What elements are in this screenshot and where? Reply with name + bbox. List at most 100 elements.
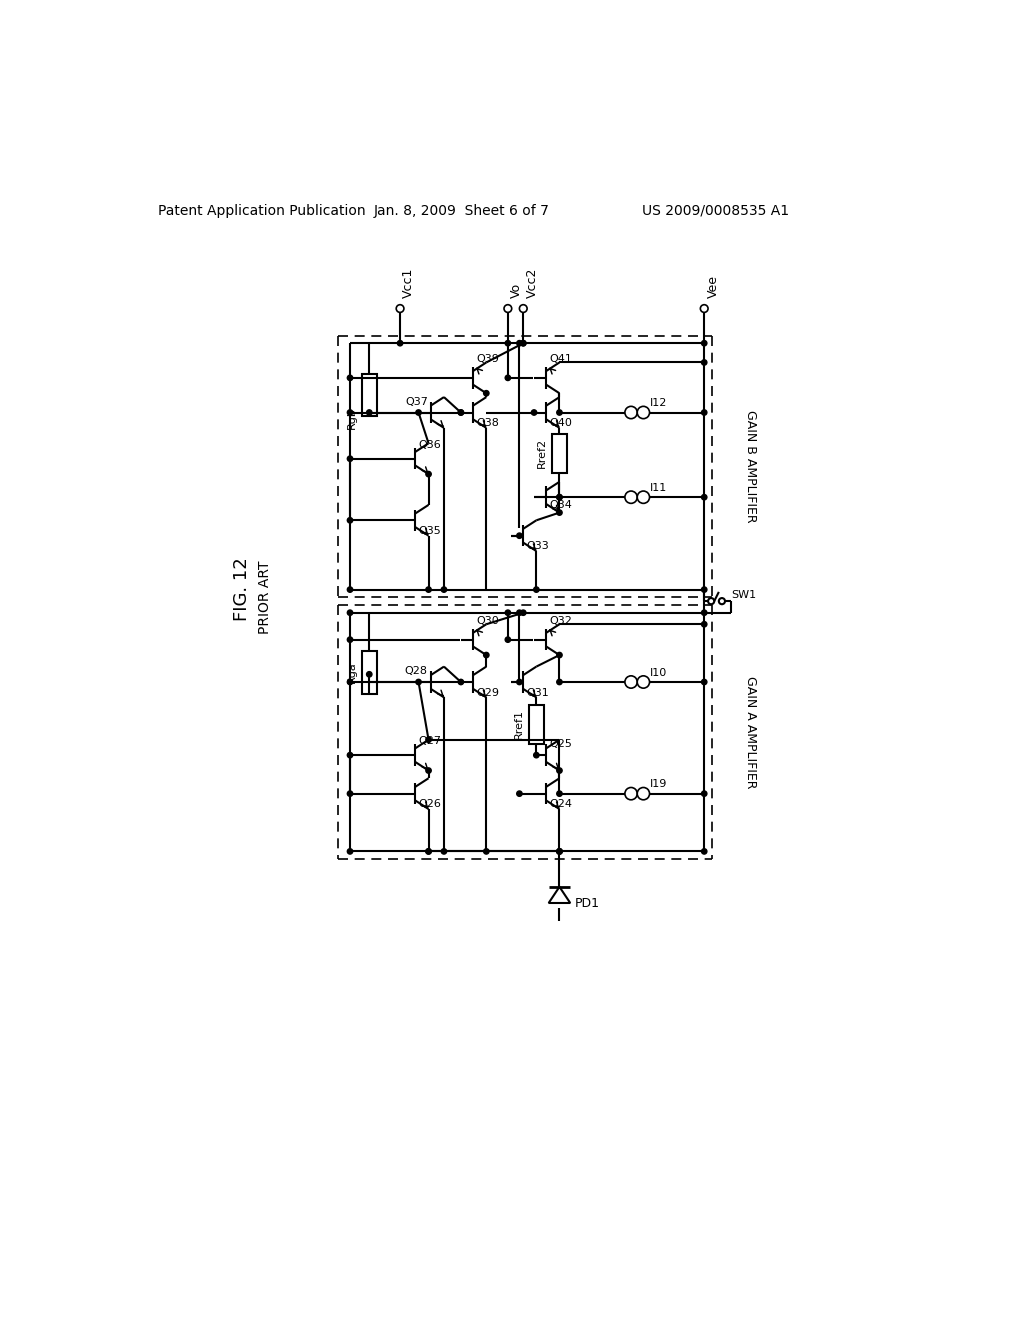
- Text: Rref1: Rref1: [514, 709, 524, 739]
- Circle shape: [426, 849, 431, 854]
- Text: Q30: Q30: [476, 616, 499, 626]
- Circle shape: [557, 652, 562, 657]
- Circle shape: [347, 455, 352, 462]
- Circle shape: [557, 510, 562, 515]
- Text: Q28: Q28: [404, 667, 428, 676]
- Text: Rga: Rga: [347, 661, 357, 682]
- Circle shape: [517, 533, 522, 539]
- Circle shape: [483, 391, 489, 396]
- Circle shape: [347, 791, 352, 796]
- Circle shape: [347, 610, 352, 615]
- Text: Q31: Q31: [526, 688, 549, 698]
- Circle shape: [505, 638, 511, 643]
- Circle shape: [367, 672, 372, 677]
- Circle shape: [557, 849, 562, 854]
- Text: Vee: Vee: [707, 275, 720, 298]
- Circle shape: [347, 375, 352, 380]
- Circle shape: [701, 610, 707, 615]
- Circle shape: [701, 680, 707, 685]
- Circle shape: [557, 495, 562, 500]
- Circle shape: [426, 471, 431, 477]
- Circle shape: [347, 517, 352, 523]
- Text: Q37: Q37: [404, 397, 428, 407]
- Circle shape: [517, 610, 522, 615]
- Text: Q41: Q41: [550, 354, 572, 364]
- Bar: [361, 651, 377, 693]
- Circle shape: [531, 409, 537, 416]
- Circle shape: [505, 610, 511, 615]
- Circle shape: [520, 341, 526, 346]
- Circle shape: [701, 360, 707, 366]
- Circle shape: [701, 341, 707, 346]
- Circle shape: [347, 587, 352, 593]
- Text: Q29: Q29: [476, 688, 500, 698]
- Circle shape: [397, 341, 402, 346]
- Text: Q35: Q35: [419, 527, 441, 536]
- Circle shape: [347, 638, 352, 643]
- Bar: [552, 434, 567, 473]
- Circle shape: [557, 495, 562, 500]
- Circle shape: [517, 680, 522, 685]
- Circle shape: [520, 610, 526, 615]
- Circle shape: [517, 791, 522, 796]
- Text: I12: I12: [649, 399, 667, 408]
- Text: Q39: Q39: [476, 354, 499, 364]
- Text: Q24: Q24: [550, 800, 572, 809]
- Circle shape: [520, 341, 526, 346]
- Circle shape: [517, 341, 522, 346]
- Circle shape: [458, 409, 464, 416]
- Text: Q33: Q33: [526, 541, 549, 552]
- Text: PD1: PD1: [574, 898, 600, 911]
- Text: Jan. 8, 2009  Sheet 6 of 7: Jan. 8, 2009 Sheet 6 of 7: [374, 203, 550, 218]
- Text: Q25: Q25: [550, 739, 572, 750]
- Circle shape: [347, 409, 352, 416]
- Text: Patent Application Publication: Patent Application Publication: [158, 203, 366, 218]
- Bar: [361, 374, 377, 416]
- Circle shape: [441, 849, 446, 854]
- Circle shape: [505, 341, 511, 346]
- Circle shape: [416, 680, 421, 685]
- Circle shape: [534, 752, 539, 758]
- Circle shape: [347, 680, 352, 685]
- Circle shape: [701, 409, 707, 416]
- Circle shape: [557, 680, 562, 685]
- Text: Rref2: Rref2: [538, 438, 547, 469]
- Text: SW1: SW1: [731, 590, 757, 601]
- Text: Q36: Q36: [419, 440, 441, 450]
- Text: Q34: Q34: [550, 500, 572, 510]
- Text: I11: I11: [649, 483, 667, 492]
- Circle shape: [701, 791, 707, 796]
- Text: Q40: Q40: [550, 418, 572, 428]
- Text: FIG. 12: FIG. 12: [233, 558, 251, 622]
- Circle shape: [701, 849, 707, 854]
- Text: Q38: Q38: [476, 418, 499, 428]
- Text: US 2009/0008535 A1: US 2009/0008535 A1: [642, 203, 790, 218]
- Circle shape: [534, 587, 539, 593]
- Text: Vo: Vo: [510, 282, 523, 298]
- Circle shape: [441, 587, 446, 593]
- Text: Q32: Q32: [550, 616, 572, 626]
- Text: I10: I10: [649, 668, 667, 677]
- Circle shape: [557, 768, 562, 774]
- Text: Q26: Q26: [419, 800, 441, 809]
- Circle shape: [701, 587, 707, 593]
- Text: GAIN B AMPLIFIER: GAIN B AMPLIFIER: [743, 411, 757, 523]
- Text: Rgb: Rgb: [347, 407, 357, 429]
- Text: GAIN A AMPLIFIER: GAIN A AMPLIFIER: [743, 676, 757, 788]
- Circle shape: [557, 409, 562, 416]
- Circle shape: [557, 849, 562, 854]
- Circle shape: [426, 737, 431, 742]
- Circle shape: [416, 409, 421, 416]
- Text: I19: I19: [649, 779, 667, 789]
- Circle shape: [458, 680, 464, 685]
- Circle shape: [426, 849, 431, 854]
- Circle shape: [483, 849, 489, 854]
- Circle shape: [557, 849, 562, 854]
- Circle shape: [347, 752, 352, 758]
- Circle shape: [367, 409, 372, 416]
- Circle shape: [701, 622, 707, 627]
- Text: PRIOR ART: PRIOR ART: [258, 561, 272, 634]
- Circle shape: [505, 375, 511, 380]
- Circle shape: [426, 768, 431, 774]
- Circle shape: [557, 791, 562, 796]
